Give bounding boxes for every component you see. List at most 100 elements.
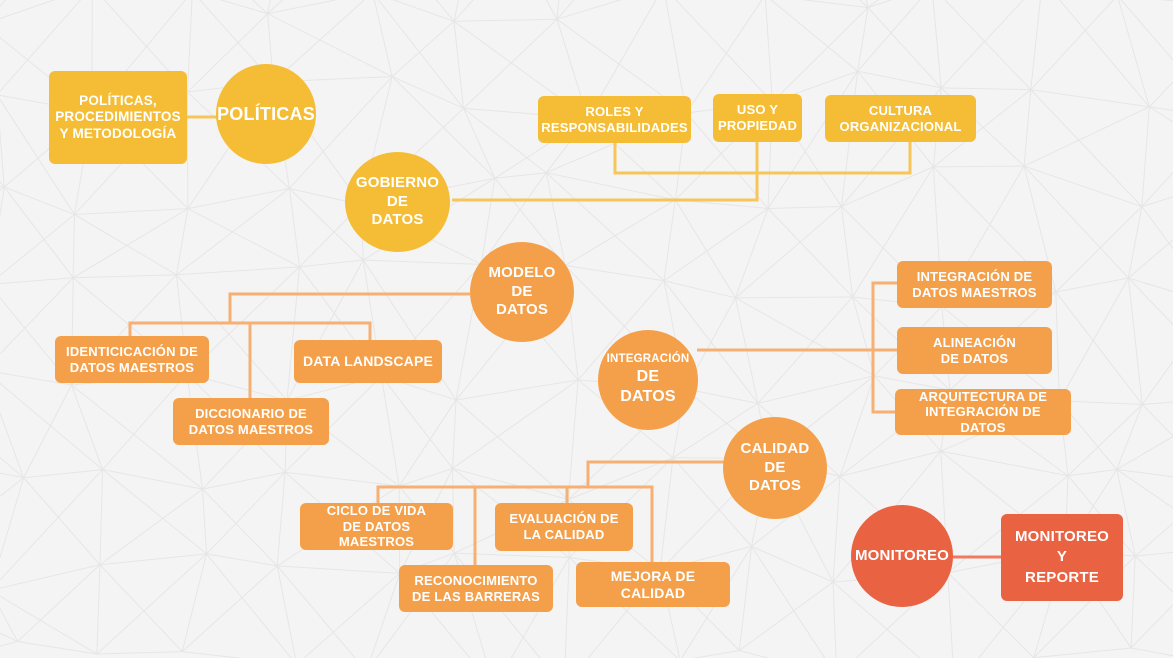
background-mesh-line <box>947 572 954 658</box>
background-mesh-line <box>764 0 773 103</box>
background-mesh-line <box>480 172 547 265</box>
background-mesh-line <box>176 274 288 401</box>
background-mesh-line <box>392 0 455 22</box>
background-mesh-line <box>202 488 278 567</box>
background-mesh-line <box>288 188 301 267</box>
background-mesh-line <box>182 651 244 658</box>
background-mesh-line <box>944 0 1032 91</box>
reconocimiento-barreras-box: RECONOCIMIENTO DE LAS BARRERAS <box>399 565 553 612</box>
connector-calidad <box>586 460 725 487</box>
background-mesh-line <box>832 581 921 658</box>
background-mesh-line <box>1030 89 1150 108</box>
background-mesh-line <box>72 208 189 279</box>
background-mesh-line <box>738 546 753 651</box>
background-mesh-line <box>692 650 740 658</box>
background-mesh-line <box>1141 106 1150 207</box>
background-mesh-line <box>0 98 75 215</box>
background-mesh-line <box>285 471 400 487</box>
background-mesh-line <box>377 0 464 109</box>
background-mesh-line <box>176 208 189 275</box>
background-mesh-line <box>452 468 455 554</box>
background-mesh-line <box>933 165 1025 168</box>
background-mesh-line <box>206 553 292 658</box>
connector-integracion-arquitectura <box>871 350 898 414</box>
background-mesh-line <box>1058 277 1129 401</box>
background-mesh-line <box>857 70 942 89</box>
background-mesh-line <box>187 187 290 210</box>
background-mesh-line <box>852 296 875 376</box>
background-mesh-line <box>1055 206 1143 293</box>
background-mesh-line <box>1116 469 1136 557</box>
background-mesh-line <box>276 472 286 566</box>
background-mesh-line <box>545 172 665 282</box>
background-mesh-line <box>1141 196 1173 208</box>
background-mesh-line <box>1067 404 1143 477</box>
background-mesh-line <box>452 467 569 501</box>
background-mesh-line <box>1116 468 1173 478</box>
background-mesh-line <box>391 76 464 109</box>
background-mesh-line <box>0 595 98 655</box>
background-mesh-line <box>1033 647 1132 658</box>
integracion-datos-circle: INTEGRACIÓN DE DATOS <box>598 330 698 430</box>
background-mesh-line <box>99 488 203 566</box>
background-mesh-line <box>276 565 356 658</box>
connector-gobierno-branches <box>613 140 912 175</box>
background-mesh-line <box>1141 171 1173 207</box>
background-mesh-line <box>267 13 393 78</box>
background-mesh-line <box>453 18 557 22</box>
background-mesh-line <box>181 565 278 652</box>
background-mesh-line <box>1023 165 1129 279</box>
background-mesh-line <box>181 553 207 652</box>
background-mesh-line <box>0 277 74 285</box>
background-mesh-line <box>289 76 393 189</box>
background-mesh-line <box>735 297 875 377</box>
background-mesh-line <box>767 208 853 298</box>
background-mesh-line <box>735 296 853 299</box>
background-mesh-line <box>398 467 453 487</box>
background-mesh-line <box>801 0 869 9</box>
background-mesh-line <box>665 0 687 114</box>
background-mesh-line <box>832 582 837 658</box>
background-mesh-line <box>1127 206 1143 279</box>
monitoreo-reporte-box: MONITOREO Y REPORTE <box>1001 514 1123 601</box>
background-mesh-line <box>1128 277 1173 293</box>
background-mesh-line <box>772 7 869 103</box>
background-mesh-line <box>455 379 579 401</box>
background-mesh-line <box>840 206 854 298</box>
background-mesh-line <box>0 0 56 20</box>
background-mesh-line <box>1120 0 1173 61</box>
background-mesh-line <box>1141 206 1173 250</box>
background-mesh-line <box>1130 556 1136 648</box>
background-mesh-line <box>0 372 72 386</box>
background-mesh-line <box>0 469 103 581</box>
background-mesh-line <box>734 208 769 298</box>
background-mesh-line <box>564 199 676 266</box>
background-mesh-line <box>463 108 496 179</box>
background-mesh-line <box>510 557 570 658</box>
background-mesh-line <box>0 382 103 470</box>
background-mesh-line <box>1127 277 1143 405</box>
background-mesh-line <box>839 450 941 477</box>
background-mesh-line <box>96 564 101 654</box>
background-mesh-line <box>770 0 859 72</box>
background-mesh-line <box>187 0 193 92</box>
background-mesh-line <box>480 178 496 265</box>
background-mesh-line <box>276 565 296 658</box>
background-mesh-line <box>663 280 736 299</box>
background-mesh-line <box>187 208 300 268</box>
background-mesh-line <box>685 112 769 209</box>
background-mesh-line <box>0 411 25 478</box>
background-mesh-line <box>23 384 72 478</box>
background-mesh-line <box>303 573 401 658</box>
background-mesh-line <box>852 166 934 298</box>
background-mesh-line <box>272 0 365 83</box>
background-mesh-line <box>663 208 769 282</box>
background-mesh-line <box>1130 647 1173 657</box>
background-mesh-line <box>99 469 104 565</box>
background-mesh-line <box>1055 291 1143 405</box>
background-mesh-line <box>380 375 400 487</box>
background-mesh-line <box>0 477 25 560</box>
background-mesh-line <box>841 166 934 207</box>
integracion-circle-bottom-label: DE DATOS <box>620 367 676 405</box>
connector-gobierno <box>452 140 759 202</box>
